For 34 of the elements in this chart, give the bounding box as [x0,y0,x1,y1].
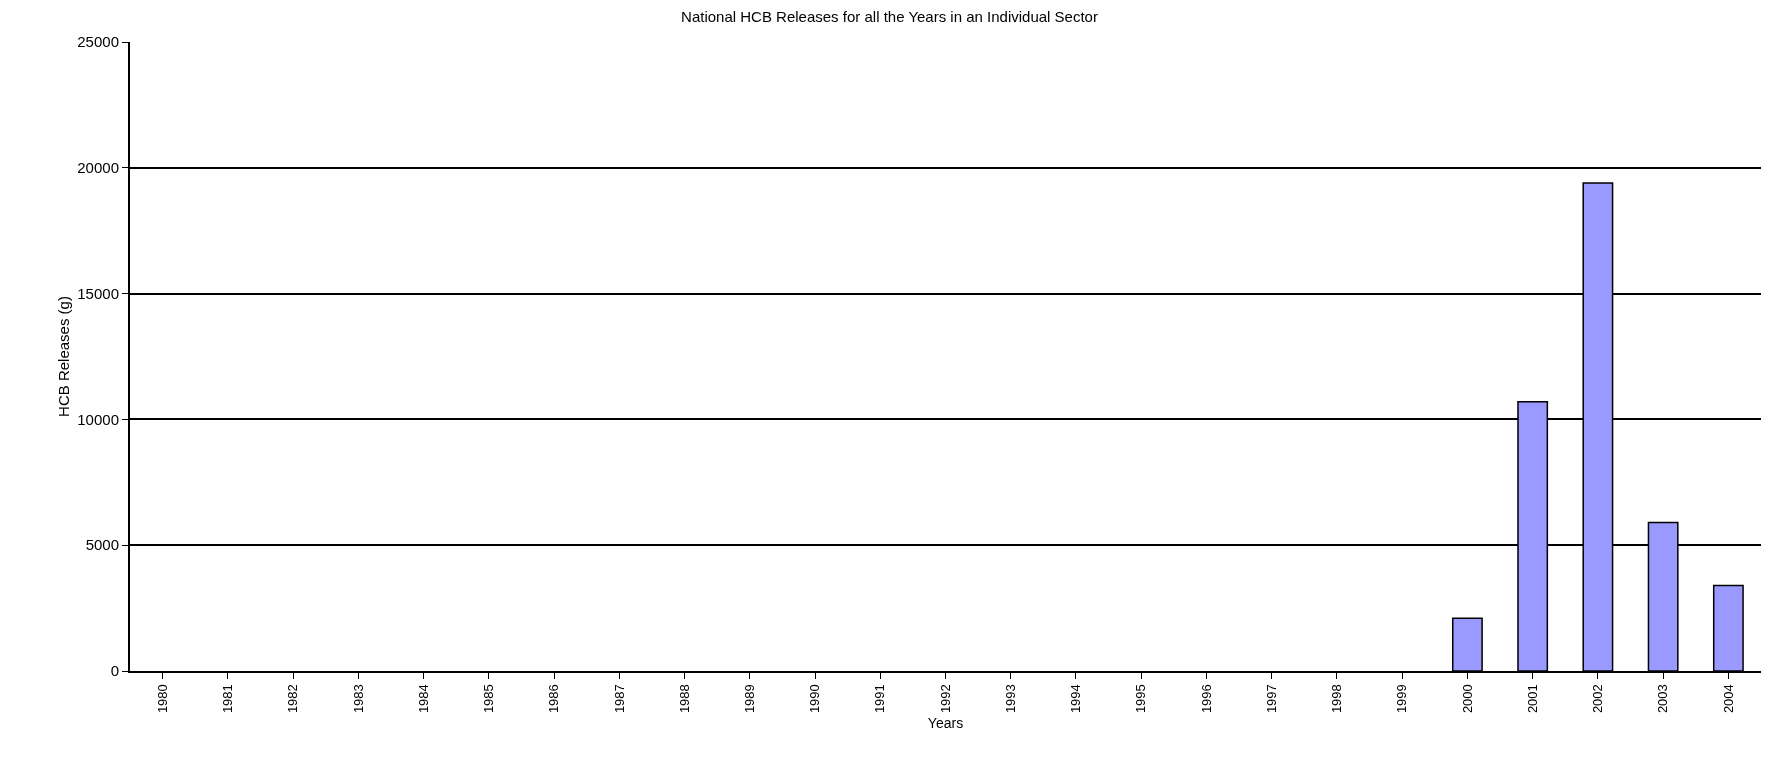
x-tick-label: 1991 [872,684,888,714]
x-tick-label: 1999 [1394,684,1410,714]
x-tick-label: 1994 [1068,684,1084,714]
x-tick-label: 1998 [1329,684,1345,714]
x-tick-label: 1985 [481,684,497,714]
x-tick-label: 1988 [676,684,692,714]
x-tick-label: 1996 [1198,684,1214,714]
x-tick-label: 1983 [350,684,366,714]
x-tick-label: 1981 [220,684,236,714]
x-tick-label: 1992 [937,684,953,714]
y-tick-label: 15000 [77,284,119,302]
x-tick-label: 2000 [1459,684,1475,714]
x-tick-label: 1995 [1133,684,1149,714]
x-tick-label: 1987 [611,684,627,714]
x-tick-label: 2002 [1590,684,1606,714]
x-tick-label: 2003 [1655,684,1671,714]
y-tick-label: 10000 [77,410,119,428]
x-tick-label: 1989 [742,684,758,714]
x-tick-label: 1990 [807,684,823,714]
x-tick-label: 1993 [1002,684,1018,714]
y-tick-label: 20000 [77,159,119,177]
y-tick-label: 25000 [77,33,119,51]
x-tick-label: 1984 [415,684,431,714]
y-tick-label: 0 [110,662,119,680]
x-tick-label: 1986 [546,684,562,714]
y-tick-label: 5000 [85,536,119,554]
chart-title: National HCB Releases for all the Years in an Individual Sector [681,8,1098,26]
x-axis-title: Years [927,715,964,732]
x-tick-label: 1980 [154,684,170,714]
y-axis-title: HCB Releases (g) [55,296,73,417]
x-tick-label: 2001 [1524,684,1540,714]
x-tick-label: 1982 [285,684,301,714]
x-tick-label: 2004 [1720,684,1736,714]
x-tick-label: 1997 [1263,684,1279,714]
